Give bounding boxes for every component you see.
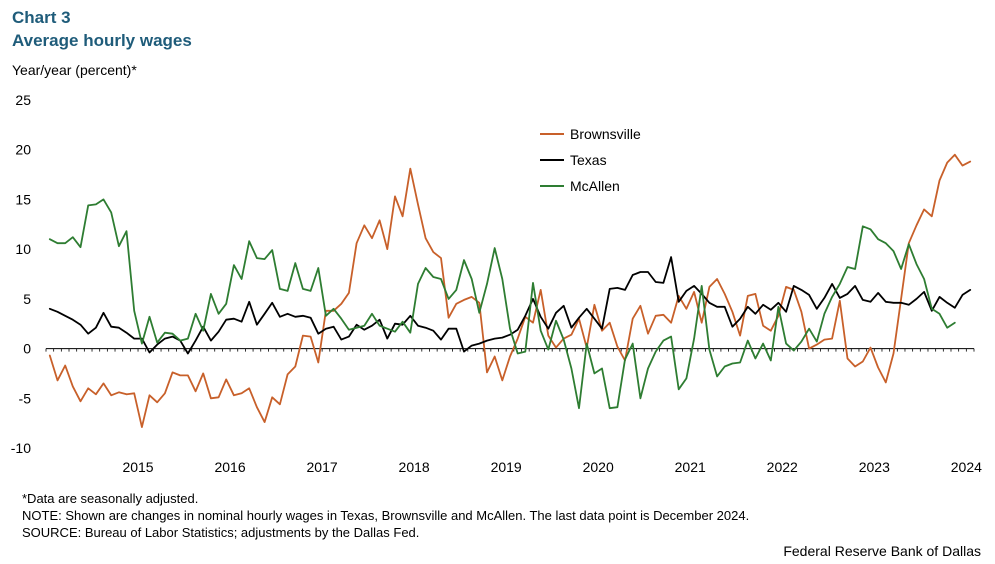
x-tick-label: 2015 [122, 459, 153, 475]
credit-line: Federal Reserve Bank of Dallas [783, 543, 981, 559]
x-tick-label: 2024 [951, 459, 982, 475]
y-tick-label: 10 [15, 241, 31, 257]
y-axis-label: Year/year (percent)* [12, 62, 137, 78]
series-line-mcallen [48, 198, 956, 410]
x-tick-label: 2021 [675, 459, 706, 475]
legend: Brownsville Texas McAllen [540, 126, 641, 194]
x-tick-label: 2020 [583, 459, 614, 475]
axes: -10 -5 0 5 10 15 20 25 2015 2016 2017 2018 2019 2020 2… [11, 92, 982, 475]
legend-label-brownsville: Brownsville [570, 126, 641, 142]
series-lines [48, 153, 972, 429]
y-tick-label: -10 [11, 440, 31, 456]
x-tick-label: 2019 [491, 459, 522, 475]
footnotes: *Data are seasonally adjusted. NOTE: Sho… [22, 490, 749, 541]
y-tick-label: 15 [15, 191, 31, 207]
chart-number: Chart 3 [12, 8, 71, 27]
x-tick-label: 2023 [859, 459, 890, 475]
y-tick-label: 0 [23, 341, 31, 357]
y-tick-label: 5 [23, 291, 31, 307]
y-tick-label: -5 [19, 390, 32, 406]
y-tick-label: 25 [15, 92, 31, 108]
x-tick-label: 2018 [399, 459, 430, 475]
chart-title: Average hourly wages [12, 31, 192, 50]
x-tick-label: 2016 [214, 459, 245, 475]
legend-label-texas: Texas [570, 152, 607, 168]
footnote-note: NOTE: Shown are changes in nominal hourl… [22, 508, 750, 523]
legend-label-mcallen: McAllen [570, 178, 620, 194]
footnote-seasonal: *Data are seasonally adjusted. [22, 491, 199, 506]
series-line-brownsville [48, 153, 972, 429]
x-tick-label: 2017 [307, 459, 338, 475]
footnote-source: SOURCE: Bureau of Labor Statistics; adju… [22, 525, 420, 540]
x-tick-label: 2022 [767, 459, 798, 475]
y-tick-label: 20 [15, 142, 31, 158]
